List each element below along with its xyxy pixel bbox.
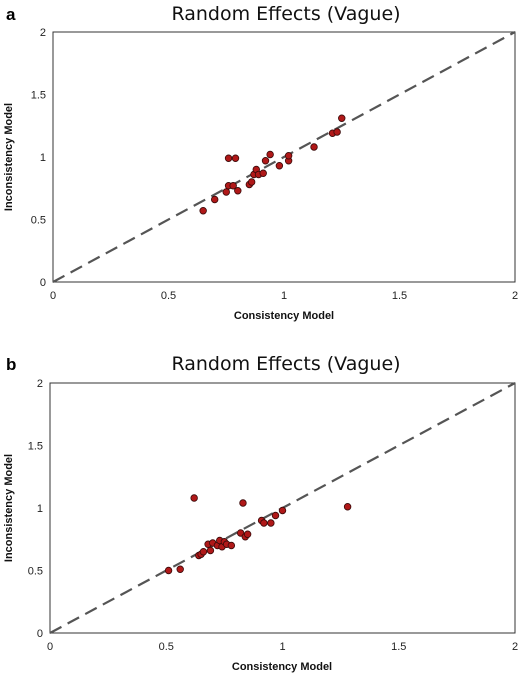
x-tick-label: 2 xyxy=(512,641,518,653)
data-point xyxy=(284,152,293,160)
y-tick-label: 0 xyxy=(40,277,46,289)
panel-label: a xyxy=(6,5,16,24)
reference-line-group xyxy=(52,31,516,283)
data-point xyxy=(229,182,237,190)
x-tick-label: 0 xyxy=(50,290,56,302)
x-tick-label: 0 xyxy=(47,641,53,653)
y-tick-label: 1.5 xyxy=(31,90,46,102)
data-points xyxy=(199,114,346,215)
scatter-chart-a: a Random Effects (Vague) 0 0.5 1 1.5 2 0 0.5 1… xyxy=(3,3,518,322)
data-point xyxy=(338,114,346,122)
x-tick-label: 1.5 xyxy=(391,641,406,653)
y-tick-label: 1 xyxy=(40,152,46,164)
y-tick-label: 1.5 xyxy=(28,441,43,453)
x-axis-label: Consistency Model xyxy=(234,310,334,322)
y-tick-label: 2 xyxy=(37,378,43,390)
y-tick-label: 0 xyxy=(37,628,43,640)
y-tick-labels: 0 0.5 1 1.5 2 xyxy=(28,378,43,640)
plot-frame xyxy=(52,31,516,283)
y-tick-label: 0.5 xyxy=(28,566,43,578)
data-point xyxy=(199,548,208,556)
x-tick-label: 1.5 xyxy=(392,290,407,302)
y-axis-label: Inconsistency Model xyxy=(3,103,15,211)
x-axis-label: Consistency Model xyxy=(232,661,332,673)
y-tick-labels: 0 0.5 1 1.5 2 xyxy=(31,27,46,289)
data-point xyxy=(333,128,341,136)
data-point xyxy=(310,143,318,151)
data-point xyxy=(231,154,240,162)
y-tick-label: 2 xyxy=(40,27,46,39)
data-point xyxy=(271,511,280,520)
data-point xyxy=(267,519,275,527)
data-points xyxy=(164,494,352,575)
x-tick-label: 2 xyxy=(512,290,518,302)
data-point xyxy=(275,162,284,170)
data-point xyxy=(190,494,198,502)
data-point xyxy=(224,154,233,162)
y-tick-label: 0.5 xyxy=(31,215,46,227)
x-tick-label: 0.5 xyxy=(161,290,176,302)
x-tick-labels: 0 0.5 1 1.5 2 xyxy=(47,641,518,653)
data-point xyxy=(260,519,268,527)
x-tick-labels: 0 0.5 1 1.5 2 xyxy=(50,290,518,302)
data-point xyxy=(243,530,252,538)
data-point xyxy=(176,565,184,573)
data-point xyxy=(261,157,270,165)
data-point xyxy=(239,499,247,507)
data-point xyxy=(227,541,236,550)
x-tick-label: 1 xyxy=(279,641,285,653)
y-axis-label: Inconsistency Model xyxy=(3,454,15,562)
data-point xyxy=(247,178,256,186)
data-point xyxy=(234,187,242,195)
reference-line xyxy=(52,31,516,283)
data-point xyxy=(164,566,173,575)
chart-panel-a: a Random Effects (Vague) 0 0.5 1 1.5 2 0 0.5 1… xyxy=(3,3,518,322)
data-point xyxy=(199,207,207,215)
data-point xyxy=(278,506,287,515)
data-point xyxy=(343,503,352,511)
chart-title: Random Effects (Vague) xyxy=(171,3,400,25)
chart-title: Random Effects (Vague) xyxy=(171,353,400,375)
data-point xyxy=(210,195,219,204)
plot-frame xyxy=(49,382,516,634)
data-point xyxy=(266,150,274,159)
y-tick-label: 1 xyxy=(37,503,43,515)
data-point xyxy=(206,546,215,555)
x-tick-label: 0.5 xyxy=(159,641,174,653)
data-point xyxy=(222,188,230,196)
data-point xyxy=(259,169,267,177)
scatter-chart-b: b Random Effects (Vague) 0 0.5 1 1.5 2 0 0.5 1… xyxy=(3,353,518,673)
chart-panel-b: b Random Effects (Vague) 0 0.5 1 1.5 2 0 0.5 1… xyxy=(0,338,520,676)
x-tick-label: 1 xyxy=(281,290,287,302)
panel-label: b xyxy=(6,355,16,374)
